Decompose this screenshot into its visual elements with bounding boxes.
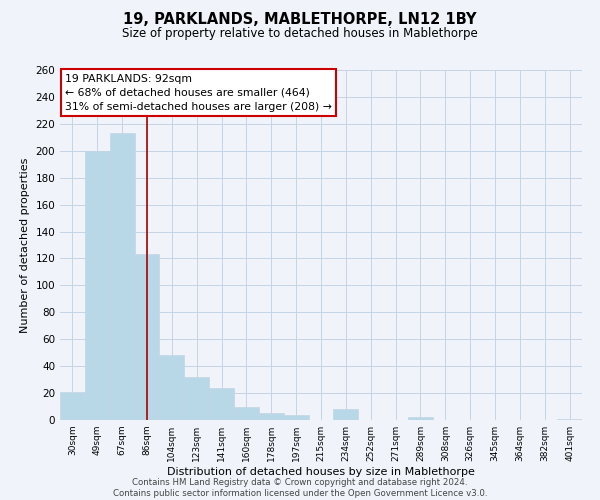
Bar [334,409,358,420]
Bar [134,254,160,420]
Bar [408,418,433,420]
Text: Size of property relative to detached houses in Mablethorpe: Size of property relative to detached ho… [122,28,478,40]
Bar [160,356,184,420]
Bar [234,406,259,420]
Bar [557,418,582,420]
Bar [60,392,85,420]
Text: 19, PARKLANDS, MABLETHORPE, LN12 1BY: 19, PARKLANDS, MABLETHORPE, LN12 1BY [123,12,477,28]
Bar [259,414,284,420]
Bar [184,377,209,420]
Bar [85,151,110,420]
Text: 19 PARKLANDS: 92sqm
← 68% of detached houses are smaller (464)
31% of semi-detac: 19 PARKLANDS: 92sqm ← 68% of detached ho… [65,74,332,112]
Bar [209,388,234,420]
Y-axis label: Number of detached properties: Number of detached properties [20,158,30,332]
Text: Contains HM Land Registry data © Crown copyright and database right 2024.
Contai: Contains HM Land Registry data © Crown c… [113,478,487,498]
Bar [110,134,134,420]
Bar [284,414,308,420]
X-axis label: Distribution of detached houses by size in Mablethorpe: Distribution of detached houses by size … [167,467,475,477]
